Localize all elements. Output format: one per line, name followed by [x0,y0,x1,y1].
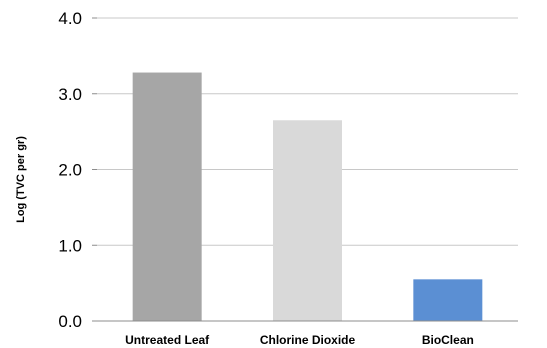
y-axis-ticks: 0.0 1.0 2.0 3.0 4.0 [58,9,97,331]
x-category-label: BioClean [422,333,474,347]
y-tick-label: 3.0 [58,85,82,104]
bar [132,72,202,321]
x-category-label: Chlorine Dioxide [260,333,356,347]
y-tick-label: 2.0 [58,161,82,180]
y-tick-label: 0.0 [58,312,82,331]
x-category-label: Untreated Leaf [125,333,210,347]
bar [413,279,483,321]
y-axis-title: Log (TVC per gr) [15,136,27,223]
x-axis-labels: Untreated Leaf Chlorine Dioxide BioClean [125,333,474,347]
y-tick-label: 1.0 [58,236,82,255]
bar [273,120,342,321]
bars [132,72,483,321]
y-tick-label: 4.0 [58,9,82,28]
